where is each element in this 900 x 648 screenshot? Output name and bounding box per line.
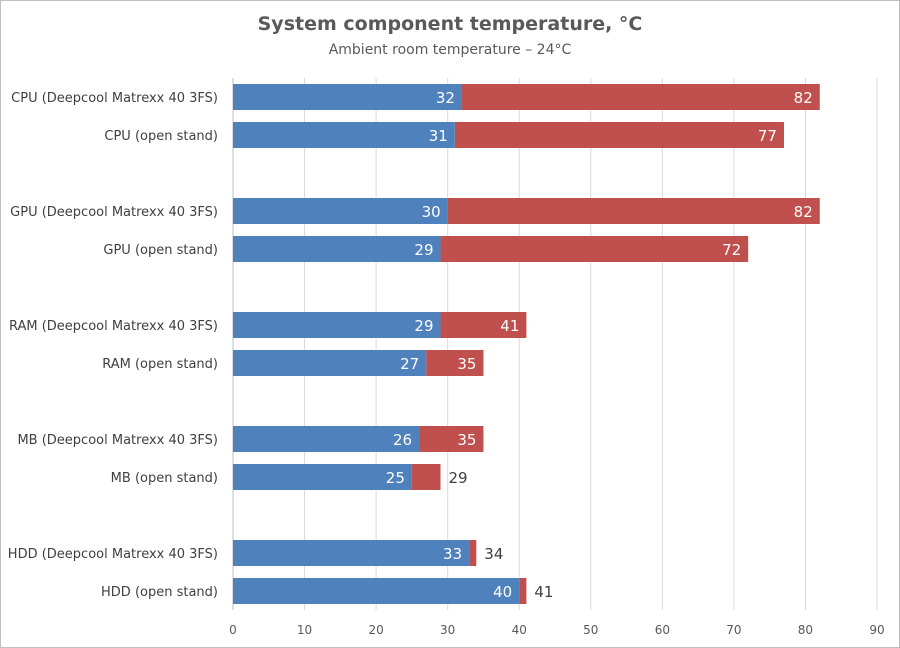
load-bar [426,350,484,376]
load-bar [419,426,484,452]
load-bar [411,464,441,490]
load-value-label: 41 [534,583,553,601]
category-label: CPU (Deepcool Matrexx 40 3FS) [11,91,218,106]
x-tick-label: 40 [512,623,527,637]
x-tick-label: 0 [229,623,237,637]
x-tick-label: 80 [798,623,813,637]
idle-value-label: 25 [386,469,405,487]
idle-bar [233,84,462,110]
load-value-label: 72 [722,241,741,259]
category-label: RAM (Deepcool Matrexx 40 3FS) [9,319,218,334]
x-tick-label: 10 [297,623,312,637]
idle-bar [233,312,441,338]
category-label: HDD (open stand) [101,585,218,600]
load-value-label: 77 [758,127,777,145]
category-label: MB (Deepcool Matrexx 40 3FS) [17,433,218,448]
load-bar [447,198,820,224]
category-label: MB (open stand) [111,471,218,486]
idle-bar [233,464,412,490]
chart-title: System component temperature, °C [257,13,643,35]
idle-value-label: 26 [393,431,412,449]
load-value-label: 82 [794,203,813,221]
x-tick-label: 60 [655,623,670,637]
x-tick-label: 20 [368,623,383,637]
x-tick-label: 90 [869,623,884,637]
x-tick-label: 70 [726,623,741,637]
load-bar [454,122,784,148]
category-label: RAM (open stand) [102,357,218,372]
load-value-label: 34 [484,545,503,563]
load-bar [461,84,820,110]
load-bar [440,236,749,262]
idle-value-label: 40 [493,583,512,601]
load-value-label: 35 [457,431,476,449]
idle-value-label: 33 [443,545,462,563]
idle-value-label: 27 [400,355,419,373]
category-label: GPU (Deepcool Matrexx 40 3FS) [10,205,218,220]
idle-bar [233,426,420,452]
idle-value-label: 29 [414,317,433,335]
category-label: HDD (Deepcool Matrexx 40 3FS) [8,547,218,562]
idle-bar [233,578,520,604]
category-label: GPU (open stand) [103,243,218,258]
idle-value-label: 32 [436,89,455,107]
load-value-label: 35 [457,355,476,373]
load-value-label: 82 [794,89,813,107]
idle-bar [233,122,455,148]
idle-value-label: 30 [422,203,441,221]
load-bar [519,578,527,604]
load-value-label: 41 [500,317,519,335]
idle-bar [233,540,470,566]
category-label: CPU (open stand) [104,129,218,144]
load-bar [469,540,477,566]
x-tick-label: 50 [583,623,598,637]
load-bar [440,312,527,338]
idle-value-label: 29 [414,241,433,259]
idle-bar [233,350,427,376]
idle-value-label: 31 [429,127,448,145]
idle-bar [233,236,441,262]
idle-bar [233,198,448,224]
x-tick-label: 30 [440,623,455,637]
load-value-label: 29 [449,469,468,487]
chart-subtitle: Ambient room temperature – 24°C [328,42,572,58]
